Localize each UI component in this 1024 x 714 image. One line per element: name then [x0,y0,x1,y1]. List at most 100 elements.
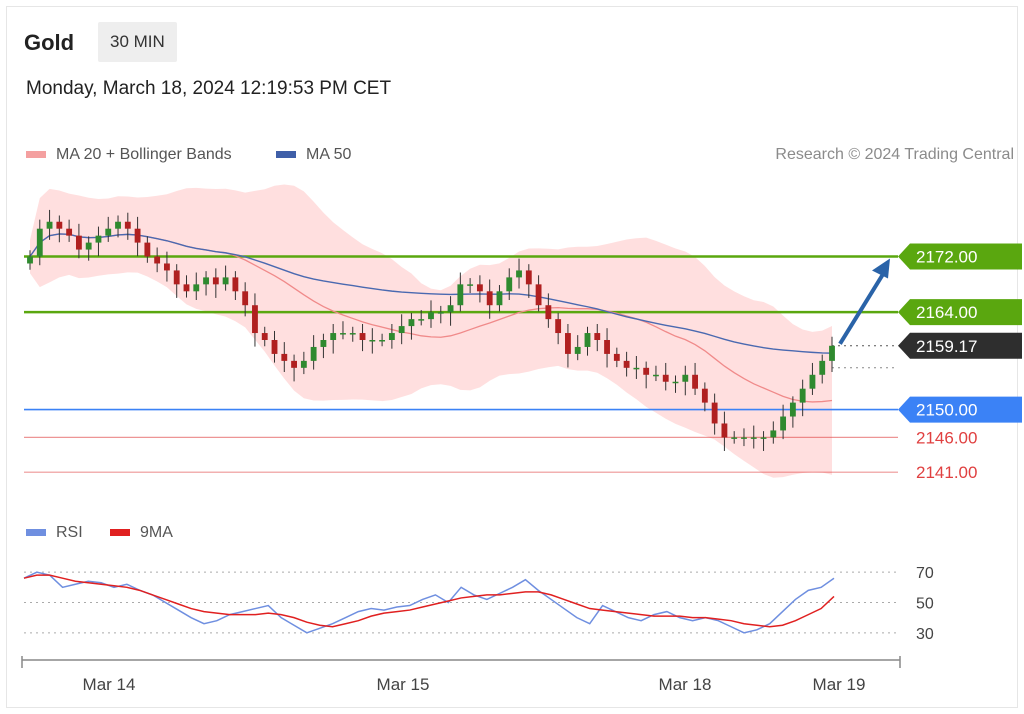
candle-body [574,346,581,354]
candle-body [203,277,209,285]
ma20-swatch-icon [26,151,46,159]
candle-body [310,346,317,361]
candle-body [271,340,278,354]
chart-timestamp: Monday, March 18, 2024 12:19:53 PM CET [26,78,392,99]
candle-body [662,374,669,382]
ma50-swatch-icon [276,151,296,159]
candle-body [369,340,376,342]
candle-body [212,277,219,285]
candle-body [731,437,738,439]
candle-body [829,345,835,361]
candle-body [222,277,229,285]
candle-body [173,270,180,285]
timeframe-badge[interactable]: 30 MIN [98,22,177,62]
candle-body [85,242,92,250]
candle-body [633,367,640,370]
candle-body [613,353,620,361]
candle-body [242,291,249,306]
candle-body [594,333,601,340]
candle-body [252,305,258,334]
candle-body [780,416,787,431]
candle-body [799,388,806,403]
legend-ma20-label: MA 20 + Bollinger Bands [56,146,232,163]
candle-body [349,333,356,335]
x-tick-label: Mar 19 [813,675,866,694]
legend-ma50: MA 50 [276,146,351,164]
candle-body [496,291,503,306]
candle-body [770,430,777,438]
candle-body [388,333,395,340]
candle-body [623,360,630,368]
ma9-line [23,574,835,628]
rsi-line [23,571,835,634]
candle-body [457,284,464,306]
candle-body [721,423,728,438]
candle-body [164,263,170,271]
candle-body [154,256,161,264]
candle-body [418,319,425,321]
candle-body [525,270,532,285]
candle-body [789,402,796,417]
candle-body [115,221,121,229]
candle-body [653,374,659,377]
level-label-2150.00: 2150.00 [916,401,977,420]
legend-rsi-label: RSI [56,524,83,541]
x-tick-label: Mar 15 [377,675,430,694]
level-label-2159.17: 2159.17 [916,337,977,356]
candle-body [36,228,43,257]
candle-body [124,221,131,229]
candle-body [95,235,102,243]
asset-title: Gold [24,30,75,55]
candle-body [75,235,82,250]
candle-body [750,437,757,439]
rsi-tick-label-50: 50 [916,595,934,612]
candle-body [300,360,307,368]
candle-body [604,340,610,354]
candle-body [682,374,689,382]
projection-arrow-head [872,258,890,279]
candle-body [467,284,474,286]
rsi-swatch-icon [26,529,46,537]
candle-body [565,333,571,354]
candle-body [66,228,73,236]
legend-ma20: MA 20 + Bollinger Bands [26,146,232,164]
candle-body [379,340,386,342]
candle-body [56,221,63,229]
candle-body [183,284,190,292]
chart-header: Gold 30 MIN [6,8,1018,66]
candle-body [27,256,33,264]
candle-body [408,319,415,327]
candle-body [281,353,288,361]
candle-body [232,277,239,292]
candle-body [105,228,112,236]
level-tag-2159.17 [898,332,1022,359]
legend-rsi: RSI [26,524,83,542]
candle-body [320,340,327,347]
level-label-2172.00: 2172.00 [916,248,977,267]
candle-body [398,326,405,334]
candle-body [46,221,53,229]
candle-body [701,388,708,403]
x-tick-label: Mar 18 [659,675,712,694]
projection-arrow [838,271,886,345]
level-tag-2172.00 [898,243,1022,270]
candle-body [643,367,650,375]
candle-body [134,228,141,243]
candle-body [555,319,562,334]
ma50-line [29,233,833,354]
level-label-2141.00: 2141.00 [916,463,977,482]
level-tag-2164.00 [898,299,1022,326]
candle-body [261,333,268,340]
candle-body [144,242,151,257]
candle-body [672,381,679,384]
candle-body [692,374,698,389]
candle-body [545,305,552,320]
level-tag-2150.00 [898,396,1022,423]
candle-body [291,360,297,368]
candle-body [819,360,826,375]
rsi-tick-label-30: 30 [916,626,934,643]
candle-body [428,312,434,320]
candle-body [760,437,767,439]
candle-body [516,270,522,278]
